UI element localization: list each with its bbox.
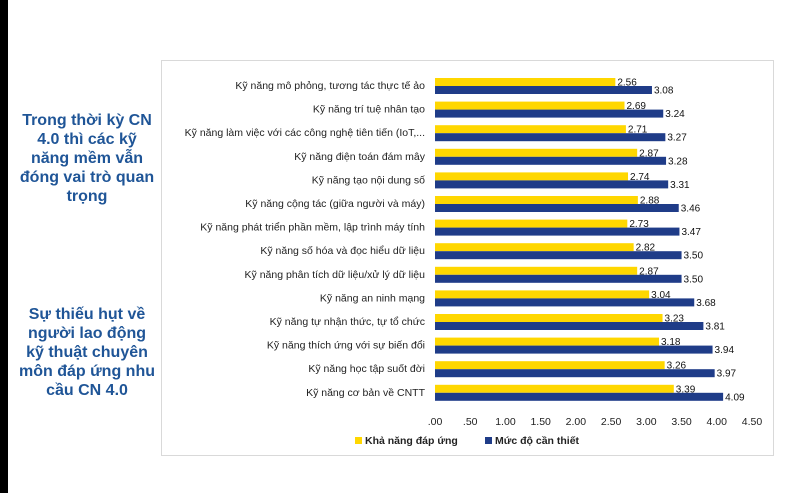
- bar-kha-nang-dap-ung: [435, 290, 650, 299]
- bar-muc-do-can-thiet: [435, 204, 679, 212]
- side-note-soft-skills: Trong thời kỳ CN 4.0 thì các kỹ năng mềm…: [19, 112, 155, 205]
- chart-frame: Kỹ năng mô phỏng, tương tác thực tế ảo 2.…: [161, 60, 774, 456]
- category-label: Kỹ năng học tập suốt đời: [308, 363, 425, 375]
- category-label: Kỹ năng số hóa và đọc hiểu dữ liệu: [260, 245, 425, 257]
- bar-chart: Kỹ năng mô phỏng, tương tác thực tế ảo 2.…: [185, 78, 763, 448]
- bar-muc-do-can-thiet: [435, 345, 713, 354]
- bar-kha-nang-dap-ung: [435, 101, 625, 110]
- bar-kha-nang-dap-ung: [435, 243, 634, 252]
- data-label: 3.28: [668, 156, 688, 167]
- bar-kha-nang-dap-ung: [435, 172, 629, 181]
- x-tick-label: 1.00: [495, 416, 516, 428]
- data-label: 3.31: [670, 180, 690, 191]
- data-label: 3.27: [667, 133, 687, 144]
- legend-swatch-navy: [485, 437, 492, 444]
- data-label: 2.73: [629, 219, 649, 230]
- category-label: Kỹ năng thích ứng với sự biến đổi: [267, 340, 425, 352]
- data-label: 2.71: [628, 125, 648, 136]
- category-label: Kỹ năng cộng tác (giữa người và máy): [245, 198, 425, 210]
- category-label: Kỹ năng cơ bản về CNTT: [306, 387, 426, 399]
- data-label: 2.82: [636, 243, 656, 254]
- bar-muc-do-can-thiet: [435, 86, 652, 94]
- bar-muc-do-can-thiet: [435, 156, 667, 165]
- category-label: Kỹ năng tạo nội dung số: [312, 174, 425, 186]
- data-label: 3.81: [705, 322, 725, 333]
- legend-swatch-yellow: [355, 437, 362, 444]
- bar-kha-nang-dap-ung: [435, 314, 663, 322]
- bar-kha-nang-dap-ung: [435, 337, 660, 346]
- x-tick-label: 3.00: [636, 416, 657, 428]
- bar-muc-do-can-thiet: [435, 180, 669, 189]
- data-label: 2.74: [630, 172, 650, 183]
- data-label: 3.94: [715, 345, 735, 356]
- data-label: 3.68: [696, 298, 716, 309]
- category-label: Kỹ năng phân tích dữ liệu/xử lý dữ liệu: [245, 269, 426, 281]
- bar-muc-do-can-thiet: [435, 251, 682, 260]
- category-label: Kỹ năng làm việc với các công nghệ tiên …: [185, 127, 425, 139]
- data-label: 2.87: [639, 148, 659, 159]
- x-tick-label: 2.00: [566, 416, 587, 428]
- data-label: 3.18: [661, 337, 681, 348]
- bar-muc-do-can-thiet: [435, 109, 664, 118]
- data-label: 2.69: [626, 101, 646, 112]
- left-edge-bar: [0, 0, 8, 493]
- data-label: 3.04: [651, 290, 671, 301]
- data-label: 2.87: [639, 266, 659, 277]
- bar-muc-do-can-thiet: [435, 274, 682, 283]
- x-tick-label: 1.50: [530, 416, 551, 428]
- data-label: 3.08: [654, 86, 674, 97]
- bar-kha-nang-dap-ung: [435, 219, 628, 228]
- bar-kha-nang-dap-ung: [435, 148, 638, 157]
- bar-muc-do-can-thiet: [435, 227, 680, 236]
- legend-label: Mức độ cần thiết: [495, 435, 580, 447]
- data-label: 3.50: [684, 274, 704, 285]
- category-label: Kỹ năng trí tuệ nhân tạo: [313, 104, 425, 116]
- category-label: Kỹ năng mô phỏng, tương tác thực tế ảo: [235, 80, 425, 92]
- x-tick-label: 2.50: [601, 416, 622, 428]
- x-tick-label: 4.00: [707, 416, 728, 428]
- category-label: Kỹ năng điện toán đám mây: [294, 151, 425, 163]
- data-label: 3.47: [681, 227, 701, 238]
- data-label: 2.88: [640, 196, 660, 207]
- category-label: Kỹ năng an ninh mạng: [320, 292, 425, 304]
- x-tick-label: .00: [428, 416, 443, 428]
- bar-kha-nang-dap-ung: [435, 266, 638, 275]
- bar-kha-nang-dap-ung: [435, 196, 638, 204]
- bar-muc-do-can-thiet: [435, 298, 695, 307]
- bar-kha-nang-dap-ung: [435, 125, 626, 134]
- data-label: 3.39: [676, 384, 696, 395]
- bar-muc-do-can-thiet: [435, 322, 704, 330]
- data-label: 3.97: [717, 369, 737, 380]
- category-label: Kỹ năng phát triển phần mềm, lập trình m…: [200, 222, 425, 234]
- data-label: 2.56: [617, 78, 637, 89]
- side-note-labor-shortage: Sự thiếu hụt về người lao động kỹ thuật …: [18, 306, 155, 399]
- data-label: 3.24: [665, 109, 685, 120]
- data-label: 4.09: [725, 392, 745, 403]
- data-label: 3.50: [684, 251, 704, 262]
- x-tick-label: 4.50: [742, 416, 763, 428]
- category-label: Kỹ năng tự nhận thức, tự tổ chức: [270, 316, 425, 328]
- data-label: 3.23: [665, 314, 685, 325]
- bar-kha-nang-dap-ung: [435, 384, 674, 393]
- x-tick-label: 3.50: [671, 416, 692, 428]
- bar-kha-nang-dap-ung: [435, 78, 616, 86]
- data-label: 3.26: [667, 361, 687, 372]
- bar-muc-do-can-thiet: [435, 133, 666, 142]
- bar-kha-nang-dap-ung: [435, 361, 665, 370]
- bar-muc-do-can-thiet: [435, 392, 724, 401]
- legend-label: Khả năng đáp ứng: [365, 435, 458, 447]
- bar-muc-do-can-thiet: [435, 369, 715, 378]
- x-tick-label: .50: [463, 416, 478, 428]
- data-label: 3.46: [681, 204, 701, 215]
